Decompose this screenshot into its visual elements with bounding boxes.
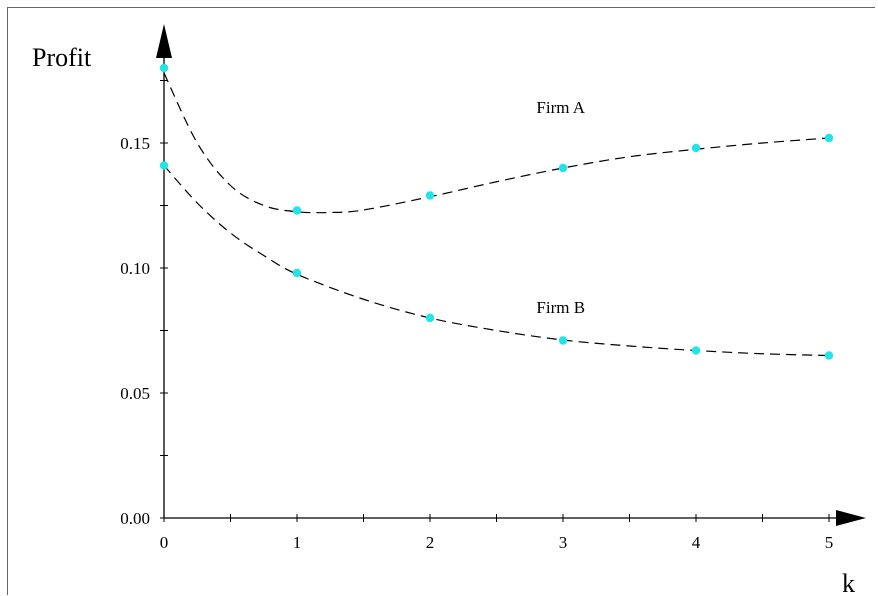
firm-b-point xyxy=(425,313,435,323)
firm-b-point xyxy=(824,351,834,360)
firm-a-point xyxy=(824,133,834,143)
x-tick-label: 2 xyxy=(426,533,435,552)
series-annotation: Firm B xyxy=(536,298,585,317)
y-axis-arrow-icon xyxy=(156,24,172,58)
y-tick-label: 0.10 xyxy=(120,259,150,278)
points xyxy=(159,63,834,360)
y-axis-label: Profit xyxy=(32,43,92,72)
firm-a-point xyxy=(425,191,435,200)
labels: 0 1 2 3 4 5 0.00 0.05 0.10 0.15 Profit k Firm A Firm … xyxy=(32,43,855,596)
x-axis-arrow-icon xyxy=(836,510,866,526)
x-tick-label: 0 xyxy=(160,533,169,552)
firm-b-point xyxy=(558,336,568,345)
figure-frame xyxy=(7,7,875,595)
axes xyxy=(156,24,866,526)
firm-a-point xyxy=(292,206,302,215)
x-tick-label: 4 xyxy=(692,533,701,552)
y-tick-label: 0.05 xyxy=(120,384,150,403)
y-tick-label: 0.00 xyxy=(120,509,150,528)
x-axis-label: k xyxy=(842,569,855,596)
x-tick-label: 3 xyxy=(559,533,568,552)
firm-b-curve xyxy=(163,165,830,357)
firm-a-point xyxy=(691,143,701,153)
firm-a-point xyxy=(159,63,169,73)
y-tick-label: 0.15 xyxy=(120,134,150,153)
x-tick-label: 1 xyxy=(293,533,302,552)
x-tick-label: 5 xyxy=(825,533,834,552)
firm-b-point xyxy=(292,268,302,278)
firm-b-point xyxy=(159,161,169,170)
curves xyxy=(163,72,830,357)
firm-b-point xyxy=(691,346,701,355)
firm-a-curve xyxy=(163,72,830,214)
firm-a-point xyxy=(558,163,568,173)
series-annotation: Firm A xyxy=(536,98,585,117)
